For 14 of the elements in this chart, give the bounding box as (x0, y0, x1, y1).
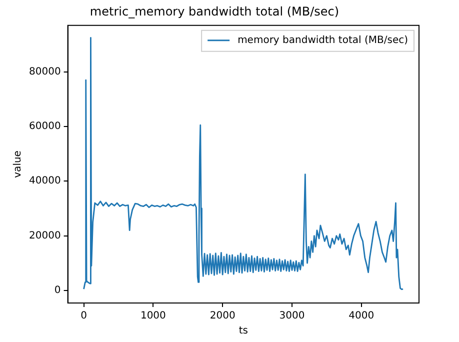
x-tick-label: 4000 (348, 310, 374, 322)
x-axis-title: ts (238, 326, 248, 337)
x-tick-label: 3000 (279, 310, 305, 322)
x-tick-label: 1000 (140, 310, 166, 322)
chart-title: metric_memory bandwidth total (MB/sec) (90, 4, 340, 18)
x-tick-label: 2000 (210, 310, 236, 322)
y-tick-label: 60000 (29, 121, 61, 132)
x-tick-label: 0 (80, 310, 87, 322)
y-tick-label: 20000 (29, 230, 61, 242)
legend-label: memory bandwidth total (MB/sec) (238, 34, 408, 46)
y-tick-label: 80000 (29, 66, 61, 78)
y-axis-title: value (12, 150, 24, 178)
y-tick-label: 40000 (29, 176, 61, 187)
y-tick-label: 0 (54, 285, 61, 296)
